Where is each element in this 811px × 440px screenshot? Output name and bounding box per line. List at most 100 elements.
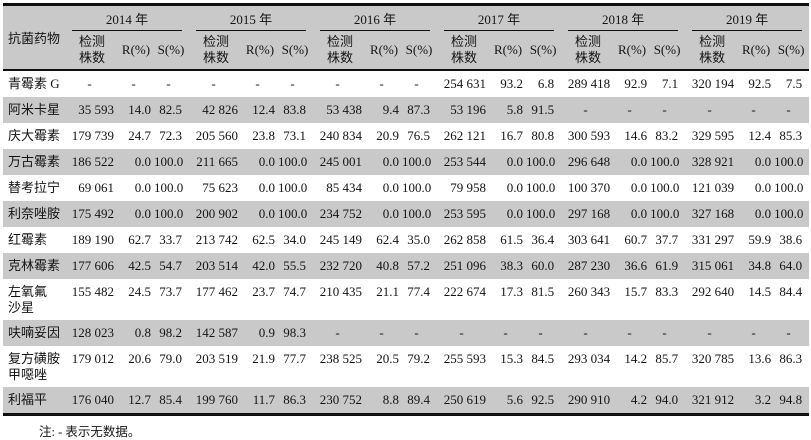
resistance-rate-cell: 36.6 (624, 258, 648, 273)
tested-strains-cell: 177 462 (195, 284, 239, 299)
tested-strains-cell: 176 040 (71, 392, 114, 407)
resistance-rate-cell: 0.0 (382, 154, 400, 169)
tested-strains-cell: 254 631 (443, 76, 487, 91)
tested-strains-cell: 69 061 (78, 180, 114, 195)
resistance-rate-header: R(%) (739, 31, 774, 71)
tested-strains-cell: 42 826 (202, 102, 239, 117)
susceptibility-rate-cell: - (786, 102, 791, 117)
resistance-rate-cell: 23.7 (252, 284, 276, 299)
susceptibility-rate-cell: - (166, 76, 171, 91)
susceptibility-rate-cell: 100.0 (278, 206, 308, 221)
susceptibility-rate-cell: 73.7 (159, 284, 183, 299)
susceptibility-rate-cell: 77.7 (283, 351, 307, 366)
resistance-rate-cell: 0.0 (630, 180, 648, 195)
tested-strains-cell: 142 587 (195, 325, 239, 340)
susceptibility-rate-cell: 73.1 (283, 128, 307, 143)
tested-strains-cell: 179 739 (71, 128, 114, 143)
susceptibility-rate-cell: 100.0 (650, 154, 680, 169)
susceptibility-rate-cell: 100.0 (402, 154, 432, 169)
table-row: 利奈唑胺 175 492 0.0 100.0 200 902 0.0 100.0 234 75… (3, 201, 810, 227)
susceptibility-rate-cell: 86.3 (283, 392, 307, 407)
susceptibility-rate-cell: - (414, 76, 419, 91)
tested-strains-cell: 121 039 (691, 180, 735, 195)
resistance-rate-cell: 61.5 (500, 232, 524, 247)
susceptibility-rate-cell: 100.0 (526, 154, 556, 169)
tested-strains-cell: - (335, 325, 340, 340)
susceptibility-rate-cell: 92.5 (531, 392, 555, 407)
drug-name-cell: 万古霉素 (8, 154, 61, 169)
table-row: 红霉素 189 190 62.7 33.7 213 742 62.5 34.0 245 149… (3, 227, 809, 253)
resistance-rate-cell: 11.7 (252, 392, 276, 407)
resistance-rate-cell: - (379, 76, 384, 91)
resistance-rate-cell: 8.8 (382, 392, 400, 407)
resistance-rate-cell: 38.3 (500, 258, 524, 273)
tested-strains-cell: 329 595 (691, 128, 735, 143)
tested-strains-cell: 255 593 (443, 351, 487, 366)
susceptibility-rate-cell: 84.4 (779, 284, 803, 299)
drug-name-cell: 利福平 (8, 392, 48, 407)
tested-strains-cell: 296 648 (567, 154, 611, 169)
susceptibility-rate-cell: 100.0 (650, 180, 680, 195)
tested-strains-cell: 328 921 (691, 154, 735, 169)
susceptibility-rate-cell: 91.5 (531, 102, 555, 117)
tested-strains-cell: 203 519 (195, 351, 239, 366)
resistance-rate-cell: 15.7 (624, 284, 648, 299)
drug-name-cell: 呋喃妥因 (8, 325, 61, 340)
susceptibility-rate-cell: 6.8 (537, 76, 555, 91)
year-header: 2017 年 (437, 4, 562, 31)
susceptibility-rate-cell: 7.5 (785, 76, 803, 91)
tested-strains-cell: 230 752 (319, 392, 363, 407)
susceptibility-rate-cell: 94.8 (779, 392, 803, 407)
resistance-rate-cell: 59.9 (748, 232, 772, 247)
susceptibility-rate-cell: 7.1 (661, 76, 679, 91)
tested-strains-cell: 128 023 (71, 325, 114, 340)
table-row: 替考拉宁 69 061 0.0 100.0 75 623 0.0 100.0 85 434 0.… (3, 175, 809, 201)
susceptibility-rate-cell: 77.4 (407, 284, 431, 299)
drug-name-cell: 复方磺胺 甲噁唑 (8, 351, 61, 382)
year-label: 2015 年 (196, 6, 307, 31)
drug-name-cell: 红霉素 (8, 232, 48, 247)
resistance-rate-cell: 62.5 (252, 232, 276, 247)
resistance-rate-cell: 0.0 (258, 154, 276, 169)
year-header: 2019 年 (685, 4, 810, 31)
tested-strains-cell: 203 514 (195, 258, 239, 273)
resistance-rate-cell: 0.8 (134, 325, 151, 340)
tested-strains-cell: 205 560 (195, 128, 239, 143)
year-header: 2015 年 (189, 4, 314, 31)
resistance-rate-cell: 12.7 (128, 392, 151, 407)
resistance-rate-cell: 0.0 (630, 154, 648, 169)
susceptibility-rate-cell: 100.0 (154, 180, 184, 195)
year-label: 2017 年 (444, 6, 555, 31)
resistance-rate-cell: 17.3 (500, 284, 524, 299)
resistance-rate-cell: 92.9 (624, 76, 648, 91)
resistance-rate-cell: 4.2 (630, 392, 648, 407)
tested-strains-cell: 175 492 (71, 206, 114, 221)
year-label: 2016 年 (320, 6, 431, 31)
tested-strains-cell: 179 012 (71, 351, 114, 366)
susceptibility-rate-cell: 85.4 (159, 392, 183, 407)
drug-column-header: 抗菌药物 (3, 4, 65, 71)
year-header: 2018 年 (561, 4, 686, 31)
susceptibility-rate-cell: 87.3 (407, 102, 431, 117)
tested-strains-cell: 210 435 (319, 284, 363, 299)
tested-strains-cell: - (211, 76, 216, 91)
resistance-rate-cell: 14.6 (624, 128, 648, 143)
susceptibility-rate-cell: 74.7 (283, 284, 307, 299)
susceptibility-rate-cell: 64.0 (779, 258, 803, 273)
susceptibility-rate-cell: 100.0 (774, 180, 804, 195)
susceptibility-rate-cell: 76.5 (407, 128, 431, 143)
susceptibility-rate-cell: - (662, 325, 667, 340)
susceptibility-rate-cell: 94.0 (655, 392, 679, 407)
tested-strains-cell: 251 096 (443, 258, 487, 273)
susceptibility-rate-cell: 100.0 (154, 154, 184, 169)
table-note: 注: - 表示无数据。 (39, 425, 141, 439)
tested-strains-cell: 200 902 (195, 206, 239, 221)
resistance-rate-cell: 62.7 (128, 232, 151, 247)
table-row: 万古霉素 186 522 0.0 100.0 211 665 0.0 100.0 245 00… (3, 149, 810, 175)
susceptibility-rate-cell: 100.0 (526, 206, 556, 221)
susceptibility-rate-header: S(%) (525, 31, 562, 71)
tested-strains-cell: 213 742 (195, 232, 239, 247)
resistance-rate-cell: 0.0 (134, 180, 151, 195)
susceptibility-rate-cell: 100.0 (650, 206, 680, 221)
resistance-rate-cell: 0.0 (506, 206, 524, 221)
